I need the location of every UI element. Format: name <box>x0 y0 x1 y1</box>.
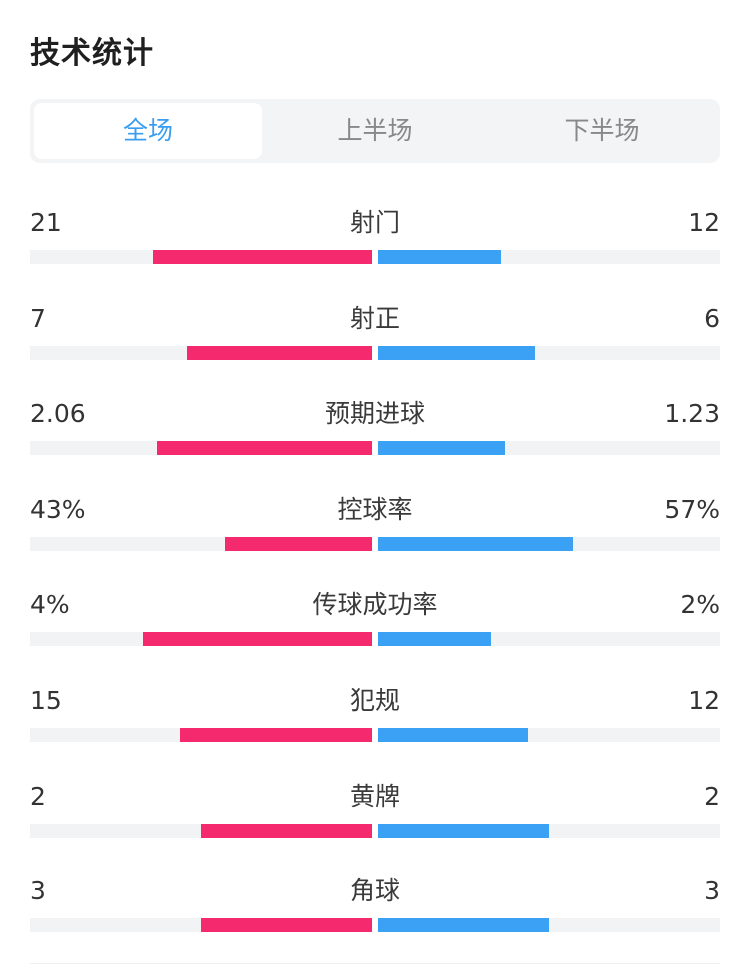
away-bar <box>378 250 501 264</box>
tab-first-half[interactable]: 上半场 <box>337 116 413 145</box>
home-value: 2 <box>30 782 46 811</box>
away-value: 6 <box>704 304 720 333</box>
away-bar <box>378 441 505 455</box>
away-value: 3 <box>704 876 720 905</box>
stat-name: 射门 <box>349 208 400 237</box>
away-bar <box>378 632 491 646</box>
stat-row: 传球成功率 4% 2% <box>30 587 720 657</box>
away-bar-track <box>378 728 720 742</box>
away-bar-track <box>378 918 720 932</box>
home-value: 3 <box>30 876 46 905</box>
away-value: 1.23 <box>664 399 720 428</box>
tab-second-half[interactable]: 下半场 <box>564 116 640 145</box>
stat-name: 犯规 <box>349 686 400 715</box>
home-value: 4% <box>30 590 70 619</box>
stat-name: 黄牌 <box>349 782 400 811</box>
away-bar-track <box>378 632 720 646</box>
stat-row: 射门 21 12 <box>30 205 720 275</box>
page-title: 技术统计 <box>30 36 154 71</box>
stat-row: 黄牌 2 2 <box>30 779 720 849</box>
tab-full-match[interactable]: 全场 <box>34 103 262 159</box>
away-bar-track <box>378 441 720 455</box>
away-bar-track <box>378 250 720 264</box>
home-bar <box>143 632 372 646</box>
home-bar-track <box>30 441 372 455</box>
stat-row: 射正 7 6 <box>30 301 720 371</box>
home-bar <box>187 346 372 360</box>
stat-name: 射正 <box>349 304 400 333</box>
home-value: 15 <box>30 686 62 715</box>
away-bar-track <box>378 824 720 838</box>
home-bar-track <box>30 250 372 264</box>
away-value: 2% <box>680 590 720 619</box>
home-bar-track <box>30 537 372 551</box>
away-value: 2 <box>704 782 720 811</box>
stat-row: 控球率 43% 57% <box>30 492 720 562</box>
stat-name: 角球 <box>349 876 400 905</box>
away-value: 12 <box>688 686 720 715</box>
home-bar <box>153 250 372 264</box>
away-bar <box>378 346 535 360</box>
home-value: 7 <box>30 304 46 333</box>
period-tab-bar: 全场 上半场 下半场 <box>30 99 720 163</box>
bottom-divider <box>30 963 720 964</box>
away-bar <box>378 728 528 742</box>
home-bar-track <box>30 824 372 838</box>
home-value: 21 <box>30 208 62 237</box>
away-value: 57% <box>664 495 720 524</box>
stat-row: 角球 3 3 <box>30 873 720 943</box>
home-bar <box>225 537 372 551</box>
away-bar <box>378 918 549 932</box>
home-bar-track <box>30 346 372 360</box>
stat-row: 预期进球 2.06 1.23 <box>30 396 720 466</box>
home-bar <box>201 918 372 932</box>
stat-name: 预期进球 <box>324 399 425 428</box>
home-bar <box>180 728 372 742</box>
home-bar-track <box>30 728 372 742</box>
home-value: 43% <box>30 495 86 524</box>
stat-row: 犯规 15 12 <box>30 683 720 753</box>
home-value: 2.06 <box>30 399 86 428</box>
home-bar-track <box>30 918 372 932</box>
stat-name: 控球率 <box>337 495 413 524</box>
home-bar <box>201 824 372 838</box>
home-bar-track <box>30 632 372 646</box>
away-bar <box>378 537 573 551</box>
stat-name: 传球成功率 <box>312 590 438 619</box>
away-value: 12 <box>688 208 720 237</box>
away-bar-track <box>378 346 720 360</box>
away-bar-track <box>378 537 720 551</box>
away-bar <box>378 824 549 838</box>
home-bar <box>157 441 372 455</box>
